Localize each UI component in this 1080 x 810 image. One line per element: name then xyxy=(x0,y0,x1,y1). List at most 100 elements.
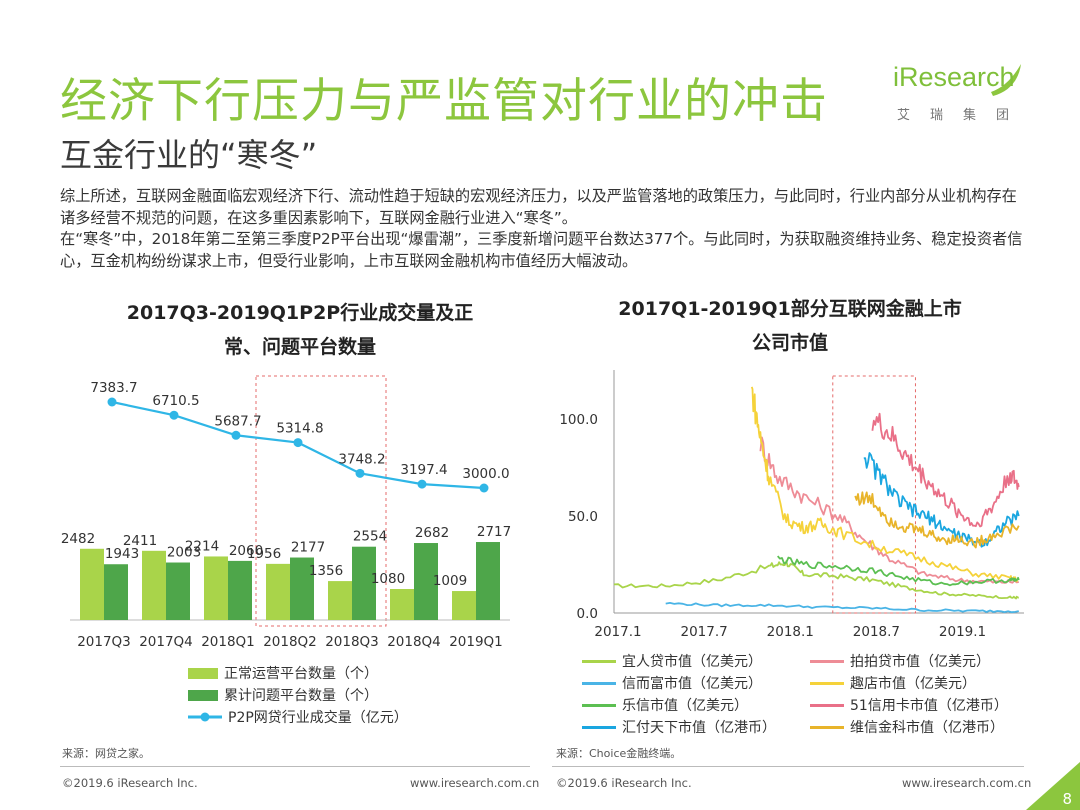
volume-label-2018Q1: 5687.7 xyxy=(214,413,261,429)
series-line-5 xyxy=(777,555,1020,587)
chart1-title-line1: 2017Q3-2019Q1P2P行业成交量及正 xyxy=(126,302,474,324)
y-tick-0.0: 0.0 xyxy=(577,606,598,622)
series-line-8 xyxy=(854,491,1020,549)
legend2-item-7: 汇付天下市值（亿港币） xyxy=(582,716,810,738)
chart1-title-line2: 常、问题平台数量 xyxy=(223,336,376,358)
legend2-item-1: 宜人贷市值（亿美元） xyxy=(582,650,810,672)
label-problem-2019Q1: 2717 xyxy=(477,524,511,540)
chart2-title-line2: 公司市值 xyxy=(751,332,828,354)
chart1-combo: 2482 1943 2017Q3 2411 2003 2017Q4 2214 2060 2018… xyxy=(61,375,511,650)
legend2-item-8: 维信金科市值（亿港币） xyxy=(810,716,1022,738)
legend-label-normal: 正常运营平台数量（个） xyxy=(224,666,378,682)
legend-item-volume: P2P网贷行业成交量（亿元） xyxy=(188,706,408,728)
bar-problem-2019Q1 xyxy=(476,542,500,620)
legend-swatch-problem xyxy=(188,689,218,701)
volume-point-2018Q1 xyxy=(231,430,241,440)
legend2-label-2: 拍拍贷市值（亿美元） xyxy=(850,654,990,670)
label-problem-2017Q4: 2003 xyxy=(167,545,201,561)
intro-text: 综上所述，互联网金融面临宏观经济下行、流动性趋于短缺的宏观经济压力，以及严监管落… xyxy=(60,186,1025,272)
footer-url-right: www.iresearch.com.cn xyxy=(902,776,1032,790)
footer-divider-left xyxy=(60,766,530,767)
bar-normal-2017Q4 xyxy=(142,550,166,620)
x-tick-2019Q1: 2019Q1 xyxy=(449,634,503,650)
volume-label-2018Q4: 3197.4 xyxy=(400,462,447,478)
footer-divider-right xyxy=(552,766,1024,767)
bar-problem-2018Q3 xyxy=(352,546,376,620)
volume-point-2019Q1 xyxy=(479,483,489,493)
label-normal-2018Q2: 1956 xyxy=(247,546,281,562)
bar-normal-2018Q4 xyxy=(390,589,414,620)
chart2-lines: 0.0 50.0 100.0 2017.1 2017.7 2018.1 2018.7 2019… xyxy=(559,370,1024,640)
intro-paragraph-2: 在“寒冬”中，2018年第二至第三季度P2P平台出现“爆雷潮”，三季度新增问题平… xyxy=(60,230,1023,270)
label-normal-2019Q1: 1009 xyxy=(433,573,467,589)
x-tick-2019.1: 2019.1 xyxy=(939,624,986,640)
legend2-label-4: 趣店市值（亿美元） xyxy=(850,676,976,692)
x-tick-2018Q3: 2018Q3 xyxy=(325,634,379,650)
chart2-title-line1: 2017Q1-2019Q1部分互联网金融上市 xyxy=(618,298,962,320)
bar-problem-2018Q4 xyxy=(414,543,438,620)
label-problem-2018Q4: 2682 xyxy=(415,525,449,541)
legend2-swatch-6 xyxy=(810,703,844,707)
bar-problem-2018Q1 xyxy=(228,560,252,620)
footer-copyright-left: ©2019.6 iResearch Inc. xyxy=(62,776,198,790)
legend2-label-5: 乐信市值（亿美元） xyxy=(622,698,748,714)
bar-problem-2018Q2 xyxy=(290,557,314,620)
legend-item-problem: 累计问题平台数量（个） xyxy=(188,684,408,706)
legend2-item-5: 乐信市值（亿美元） xyxy=(582,694,810,716)
page-number: 8 xyxy=(1062,790,1072,808)
legend2-label-8: 维信金科市值（亿港币） xyxy=(850,720,1004,736)
page-number-corner: 8 xyxy=(1026,762,1080,810)
chart1-source: 来源：网贷之家。 xyxy=(62,747,150,760)
chart2-source: 来源：Choice金融终端。 xyxy=(556,747,682,760)
label-normal-2018Q3: 1356 xyxy=(309,563,343,579)
legend-label-volume: P2P网贷行业成交量（亿元） xyxy=(228,710,408,726)
legend2-item-3: 信而富市值（亿美元） xyxy=(582,672,810,694)
legend2-swatch-7 xyxy=(582,725,616,729)
x-tick-2018.7: 2018.7 xyxy=(853,624,900,640)
legend2-item-2: 拍拍贷市值（亿美元） xyxy=(810,650,1022,672)
x-tick-2017.7: 2017.7 xyxy=(681,624,728,640)
logo-brand-cn: 艾瑞集团 xyxy=(897,108,1030,123)
x-tick-2017Q4: 2017Q4 xyxy=(139,634,193,650)
page-title: 经济下行压力与严监管对行业的冲击 xyxy=(60,74,828,129)
legend2-swatch-5 xyxy=(582,703,616,707)
legend-swatch-normal xyxy=(188,667,218,679)
bar-normal-2018Q1 xyxy=(204,556,228,620)
legend2-swatch-4 xyxy=(810,681,844,685)
series-line-6 xyxy=(871,412,1020,528)
highlight-box xyxy=(832,375,916,614)
label-problem-2018Q2: 2177 xyxy=(291,540,325,556)
bar-normal-2019Q1 xyxy=(452,591,476,620)
volume-point-2018Q3 xyxy=(355,468,365,478)
legend2-item-6: 51信用卡市值（亿港币） xyxy=(810,694,1022,716)
legend-swatch-volume xyxy=(188,712,222,722)
x-tick-2018Q1: 2018Q1 xyxy=(201,634,255,650)
legend2-label-3: 信而富市值（亿美元） xyxy=(622,676,762,692)
volume-label-2018Q2: 5314.8 xyxy=(276,421,323,437)
x-tick-2017.1: 2017.1 xyxy=(594,624,641,640)
legend2-item-4: 趣店市值（亿美元） xyxy=(810,672,1022,694)
volume-label-2017Q3: 7383.7 xyxy=(90,380,137,396)
label-normal-2018Q1: 2214 xyxy=(185,538,219,554)
label-normal-2017Q3: 2482 xyxy=(61,531,95,547)
bar-normal-2018Q3 xyxy=(328,581,352,620)
label-normal-2018Q4: 1080 xyxy=(371,571,405,587)
chart2-legend: 宜人贷市值（亿美元） 拍拍贷市值（亿美元） 信而富市值（亿美元） 趣店市值（亿美元） 乐… xyxy=(582,650,1022,738)
bar-normal-2018Q2 xyxy=(266,563,290,620)
series-line-2 xyxy=(759,436,1019,584)
series-line-3 xyxy=(665,601,1019,614)
footer-url-left: www.iresearch.com.cn xyxy=(410,776,540,790)
legend2-label-1: 宜人贷市值（亿美元） xyxy=(622,654,762,670)
chart1-legend: 正常运营平台数量（个） 累计问题平台数量（个） P2P网贷行业成交量（亿元） xyxy=(188,662,408,728)
page-subtitle: 互金行业的“寒冬” xyxy=(60,136,318,174)
y-tick-100.0: 100.0 xyxy=(559,412,598,428)
x-tick-2017Q3: 2017Q3 xyxy=(77,634,131,650)
volume-label-2018Q3: 3748.2 xyxy=(338,451,385,467)
x-tick-2018.1: 2018.1 xyxy=(767,624,814,640)
volume-point-2017Q3 xyxy=(107,397,117,407)
logo-brand: iResearch xyxy=(893,62,1015,92)
legend2-swatch-3 xyxy=(582,681,616,685)
bar-problem-2017Q4 xyxy=(166,562,190,620)
chart1-title: 2017Q3-2019Q1P2P行业成交量及正 常、问题平台数量 xyxy=(100,296,500,364)
series-line-4 xyxy=(750,386,1020,583)
